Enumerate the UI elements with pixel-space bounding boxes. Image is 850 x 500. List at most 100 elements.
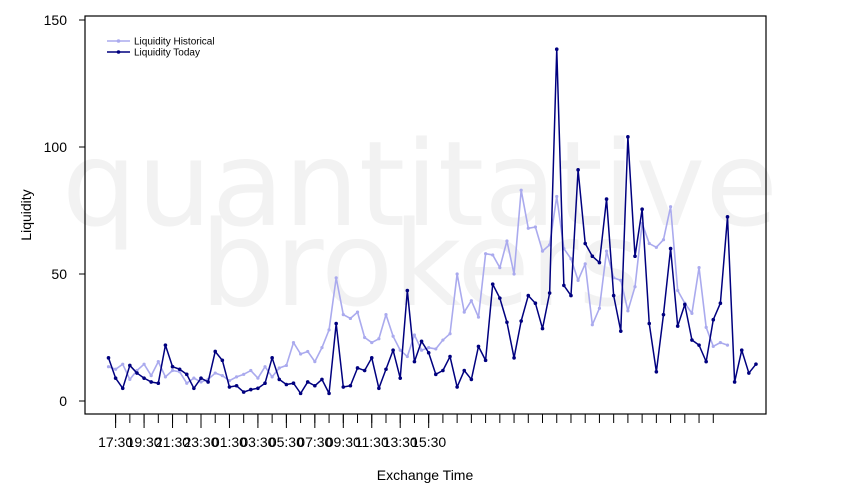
data-point (170, 364, 175, 369)
data-point (697, 266, 701, 270)
data-point (490, 282, 495, 286)
data-point (725, 215, 730, 219)
data-point (690, 338, 694, 342)
data-point (654, 369, 659, 374)
data-point (156, 360, 160, 364)
data-point (498, 266, 502, 270)
data-point (184, 372, 189, 377)
data-point (185, 381, 189, 385)
x-tick-label: 09:30 (326, 434, 361, 450)
data-point (199, 380, 203, 384)
data-point (234, 383, 239, 388)
data-point (149, 374, 153, 378)
data-point (249, 387, 253, 392)
y-tick-label: 100 (44, 139, 68, 155)
data-point (462, 310, 466, 314)
data-point (711, 317, 716, 322)
data-point (512, 272, 516, 276)
data-point (647, 321, 652, 326)
data-point (277, 366, 281, 370)
data-point (718, 301, 723, 306)
data-point (355, 310, 360, 314)
data-point (519, 319, 523, 323)
data-point (412, 359, 417, 364)
data-point (142, 362, 146, 366)
data-point (597, 260, 602, 265)
watermark-line-2: brokers (200, 195, 640, 333)
data-point (590, 254, 595, 259)
data-point (711, 344, 715, 348)
data-point (128, 377, 132, 382)
data-point (177, 367, 182, 372)
data-point (434, 347, 438, 351)
data-point (170, 368, 175, 373)
data-point (120, 386, 125, 391)
data-point (512, 356, 516, 360)
data-point (256, 376, 260, 380)
data-point (462, 368, 467, 373)
data-point (178, 370, 182, 374)
data-point (569, 257, 573, 261)
data-point (433, 372, 438, 377)
data-point (505, 239, 509, 243)
x-tick-label: 11:30 (355, 434, 389, 450)
data-point (362, 368, 367, 373)
data-point (256, 386, 260, 391)
data-point (242, 372, 246, 376)
data-point (704, 359, 708, 364)
x-tick-label: 19:30 (127, 434, 162, 450)
data-point (583, 241, 588, 246)
data-point (284, 363, 288, 368)
data-point (505, 320, 509, 325)
data-point (441, 368, 445, 373)
data-point (313, 360, 317, 364)
data-point (611, 293, 616, 298)
data-point (156, 381, 161, 386)
data-point (121, 362, 125, 366)
data-point (348, 316, 353, 321)
data-point (348, 383, 353, 388)
series-historical (106, 188, 730, 385)
data-point (227, 385, 232, 389)
data-point (668, 246, 673, 251)
data-point (391, 334, 395, 338)
data-point (540, 326, 545, 331)
x-tick-label: 07:30 (297, 434, 332, 450)
data-point (526, 226, 530, 230)
data-point (455, 272, 459, 276)
data-point (369, 356, 374, 360)
data-point (142, 376, 146, 380)
data-point (384, 367, 388, 372)
data-point (405, 288, 410, 293)
data-point (306, 349, 310, 354)
series-line (108, 189, 728, 385)
data-point (633, 285, 637, 289)
data-point (469, 299, 473, 303)
data-point (676, 288, 680, 293)
series-layer (106, 47, 758, 396)
data-point (291, 381, 296, 386)
legend-label: Liquidity Historical (134, 37, 215, 48)
data-point (483, 358, 488, 363)
data-point (220, 358, 225, 363)
data-point (747, 371, 751, 375)
data-point (249, 368, 253, 373)
x-tick-label: 13:30 (383, 434, 418, 450)
data-point (640, 207, 644, 212)
data-point (398, 376, 403, 380)
data-point (583, 262, 587, 266)
data-point (754, 362, 758, 366)
x-axis-label: Exchange Time (377, 467, 474, 483)
data-point (284, 382, 289, 387)
data-point (618, 329, 623, 333)
data-point (668, 205, 673, 209)
data-point (469, 377, 474, 382)
data-point (199, 376, 203, 380)
data-point (739, 348, 744, 353)
data-point (519, 188, 523, 192)
data-point (213, 371, 217, 375)
data-point (526, 293, 531, 298)
